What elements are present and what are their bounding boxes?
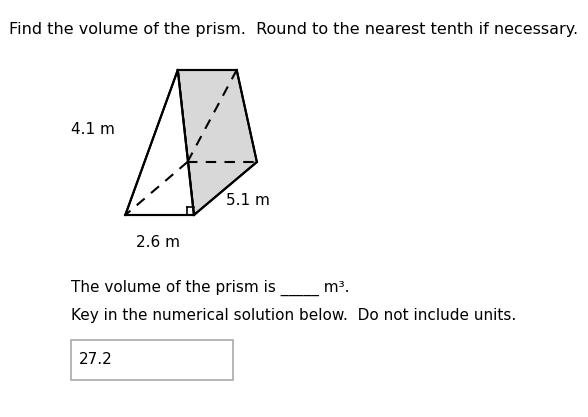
Text: 2.6 m: 2.6 m: [136, 235, 179, 250]
Text: 5.1 m: 5.1 m: [226, 193, 270, 208]
Polygon shape: [178, 70, 257, 215]
Bar: [71, 340, 233, 380]
Text: 27.2: 27.2: [79, 352, 113, 367]
Text: Find the volume of the prism.  Round to the nearest tenth if necessary.: Find the volume of the prism. Round to t…: [9, 22, 579, 37]
Text: 4.1 m: 4.1 m: [71, 123, 115, 138]
Polygon shape: [125, 70, 194, 215]
Text: Key in the numerical solution below.  Do not include units.: Key in the numerical solution below. Do …: [71, 308, 516, 323]
Text: The volume of the prism is _____ m³.: The volume of the prism is _____ m³.: [71, 280, 350, 296]
